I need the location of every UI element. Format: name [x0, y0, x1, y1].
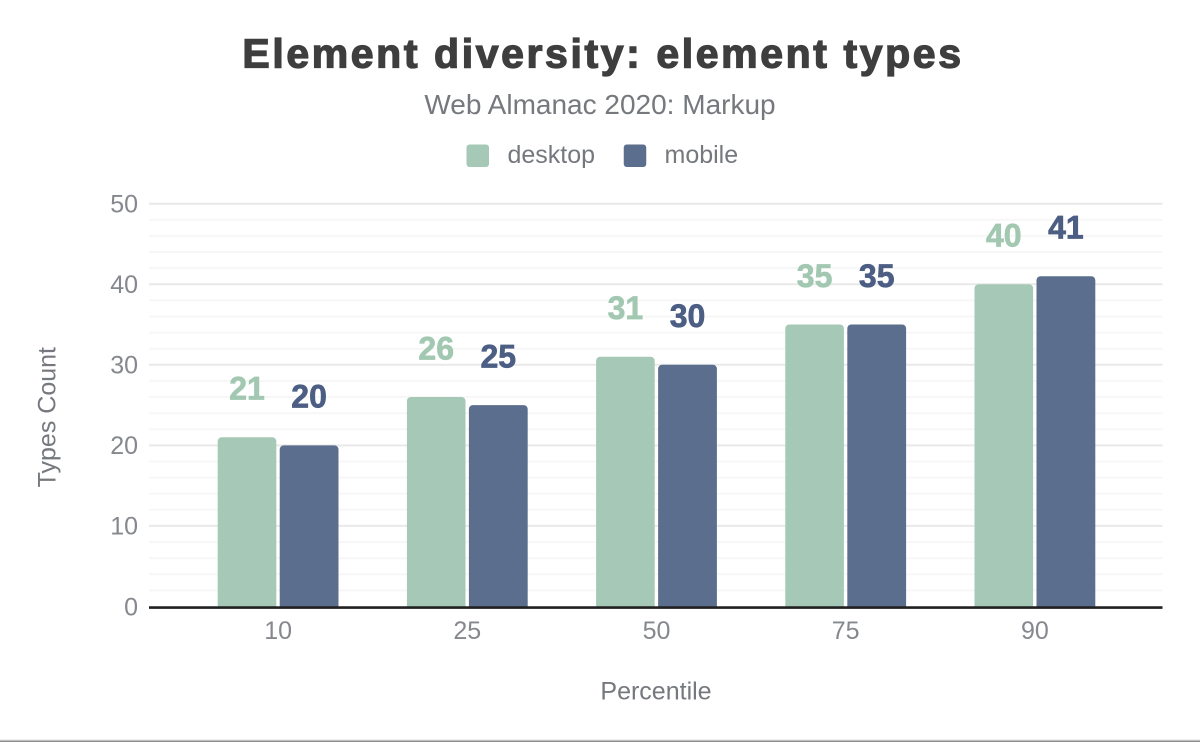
- svg-text:35: 35: [859, 258, 895, 294]
- svg-text:75: 75: [832, 617, 860, 645]
- svg-text:0: 0: [124, 593, 138, 621]
- svg-text:25: 25: [481, 338, 517, 374]
- svg-text:31: 31: [608, 290, 644, 326]
- svg-text:Types Count: Types Count: [34, 347, 62, 487]
- svg-text:10: 10: [264, 617, 292, 645]
- svg-text:10: 10: [110, 513, 138, 541]
- svg-text:30: 30: [110, 352, 138, 380]
- svg-text:20: 20: [110, 432, 138, 460]
- svg-text:21: 21: [229, 371, 265, 407]
- svg-text:20: 20: [291, 379, 327, 415]
- svg-text:35: 35: [797, 258, 833, 294]
- svg-text:desktop: desktop: [508, 141, 596, 169]
- svg-text:Percentile: Percentile: [600, 678, 711, 706]
- svg-text:41: 41: [1048, 210, 1084, 246]
- svg-text:90: 90: [1021, 617, 1049, 645]
- svg-text:30: 30: [670, 298, 706, 334]
- svg-text:mobile: mobile: [665, 141, 739, 169]
- svg-text:50: 50: [643, 617, 671, 645]
- svg-text:Element diversity: element typ: Element diversity: element types: [242, 31, 963, 77]
- svg-text:26: 26: [418, 330, 454, 366]
- svg-text:50: 50: [110, 191, 138, 219]
- svg-text:40: 40: [110, 271, 138, 299]
- svg-text:25: 25: [453, 617, 481, 645]
- svg-text:Web Almanac 2020: Markup: Web Almanac 2020: Markup: [424, 89, 775, 120]
- svg-text:40: 40: [986, 218, 1022, 254]
